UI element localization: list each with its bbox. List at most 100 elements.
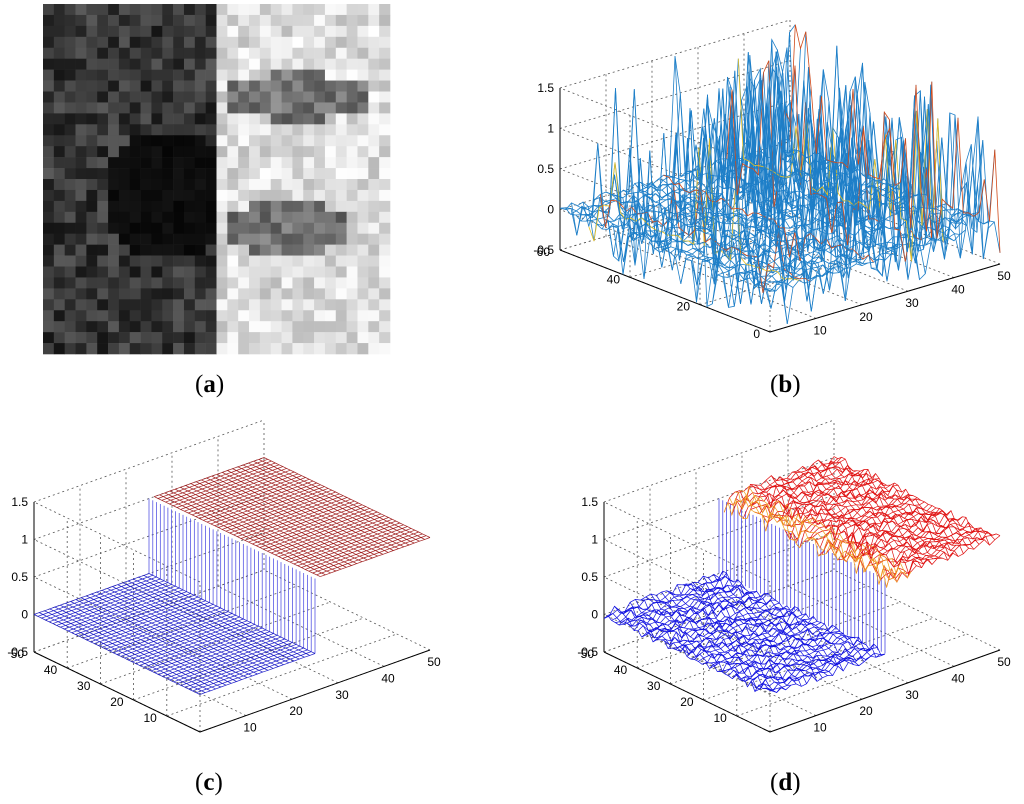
pixel-cell — [86, 168, 98, 180]
mesh-line — [274, 515, 385, 556]
pixel-cell — [324, 266, 337, 278]
pixel-cell — [368, 321, 380, 333]
pixel-cell — [216, 200, 228, 213]
caption-c: (c) — [195, 769, 223, 796]
pixel-cell — [118, 266, 131, 278]
pixel-cell — [162, 266, 174, 278]
pixel-cell — [140, 4, 152, 16]
pixel-cell — [86, 102, 98, 114]
pixel-cell — [368, 14, 380, 27]
pixel-cell — [314, 4, 326, 16]
pixel-cell — [53, 288, 65, 300]
pixel-cell — [140, 179, 152, 191]
pixel-cell — [140, 321, 152, 333]
pixel-cell — [292, 25, 304, 38]
pixel-cell — [43, 321, 55, 333]
pixel-cell — [64, 25, 76, 38]
pixel-cell — [118, 211, 131, 224]
pixel-cell — [249, 189, 261, 202]
pixel-cell — [64, 189, 76, 202]
pixel-cell — [324, 146, 337, 158]
pixel-cell — [183, 277, 196, 289]
mesh-line — [263, 457, 431, 538]
mesh-line — [729, 497, 896, 580]
pixel-cell — [97, 321, 109, 333]
pixel-cell — [379, 58, 391, 70]
pixel-cell — [292, 266, 304, 278]
pixel-cell — [43, 244, 55, 256]
pixel-cell — [194, 211, 206, 224]
pixel-cell — [194, 222, 206, 234]
pixel-cell — [173, 288, 185, 300]
pixel-cell — [368, 146, 380, 158]
pixel-cell — [75, 310, 87, 322]
pixel-cell — [238, 91, 250, 103]
pixel-cell — [53, 189, 65, 202]
pixel-cell — [368, 4, 380, 16]
pixel-cell — [259, 58, 272, 70]
pixel-cell — [238, 80, 250, 92]
pixel-cell — [205, 288, 217, 300]
pixel-cell — [183, 189, 196, 202]
pixel-cell — [97, 47, 109, 59]
pixel-cell — [259, 233, 272, 245]
panel-b-surface: -0.5 0 0.5 1 1.5 10 20 30 40 50 0 20 40 60 — [533, 19, 1011, 341]
pixel-cell — [205, 222, 217, 234]
pixel-cell — [86, 288, 98, 300]
pixel-cell — [118, 58, 131, 70]
pixel-cell — [314, 157, 326, 169]
pixel-cell — [53, 91, 65, 103]
mesh-line — [80, 597, 248, 679]
pixel-cell — [314, 211, 326, 224]
mesh-line — [267, 511, 378, 552]
pixel-cell — [129, 277, 141, 289]
pixel-cell — [183, 233, 196, 245]
mesh-line — [810, 498, 921, 541]
pixel-cell — [86, 69, 98, 81]
pixel-cell — [357, 91, 369, 103]
pixel-cell — [379, 321, 391, 333]
pixel-cell — [238, 36, 250, 49]
mesh-line — [833, 511, 944, 560]
pixel-cell — [97, 211, 109, 224]
pixel-cell — [183, 332, 196, 344]
pixel-cell — [53, 135, 65, 147]
pixel-cell — [162, 4, 174, 16]
pixel-cell — [368, 124, 380, 136]
pixel-cell — [281, 157, 293, 169]
pixel-cell — [183, 244, 196, 256]
pixel-cell — [75, 255, 87, 267]
pixel-cell — [335, 69, 347, 81]
pixel-cell — [379, 222, 391, 234]
pixel-cell — [314, 288, 326, 300]
pixel-cell — [249, 58, 261, 70]
pixel-cell — [368, 25, 380, 38]
pixel-cell — [324, 25, 337, 38]
pixel-cell — [64, 69, 76, 81]
grid-line — [603, 569, 835, 653]
pixel-cell — [249, 135, 261, 147]
pixel-cell — [303, 36, 315, 49]
pixel-cell — [97, 255, 109, 267]
pixel-cell — [64, 102, 76, 114]
pixel-cell — [249, 69, 261, 81]
pixel-cell — [335, 113, 347, 125]
mesh-line — [70, 601, 237, 682]
pixel-cell — [183, 266, 196, 278]
pixel-cell — [162, 332, 174, 344]
pixel-cell — [335, 266, 347, 278]
pixel-cell — [173, 332, 185, 344]
axis-line — [559, 249, 771, 333]
pixel-cell — [53, 36, 65, 49]
pixel-cell — [249, 47, 261, 59]
pixel-cell — [357, 233, 369, 245]
pixel-cell — [357, 102, 369, 114]
mesh-line — [765, 473, 876, 532]
pixel-cell — [43, 113, 55, 125]
pixel-cell — [324, 113, 337, 125]
pixel-cell — [129, 343, 141, 355]
pixel-cell — [64, 277, 76, 289]
x-tick-label: 40 — [951, 283, 965, 297]
pixel-cell — [335, 211, 347, 224]
pixel-cell — [97, 124, 109, 136]
